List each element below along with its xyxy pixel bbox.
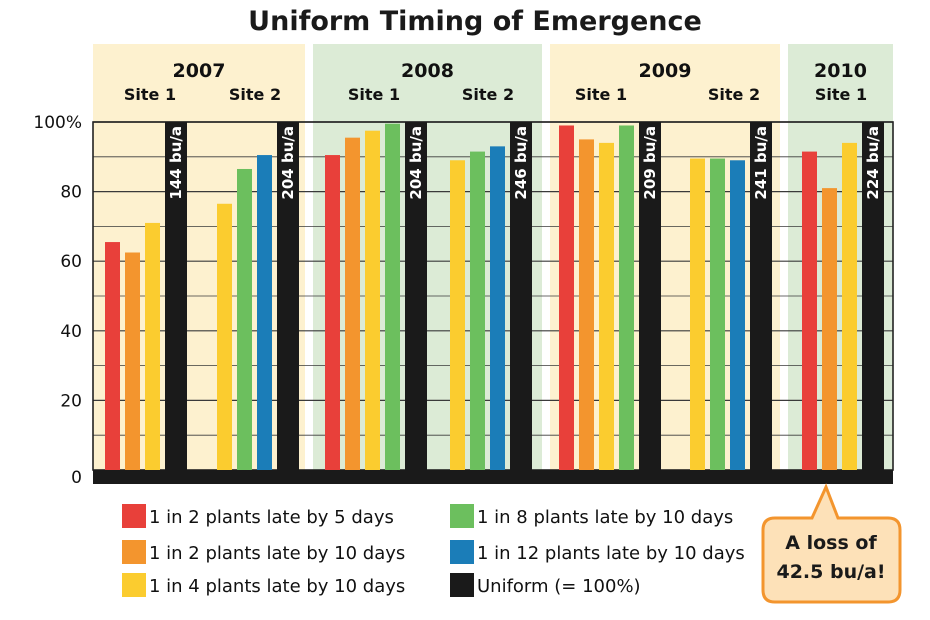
site-label: Site 1 bbox=[348, 85, 400, 104]
uniform-yield-label: 241 bu/a bbox=[752, 126, 770, 200]
legend-swatch bbox=[122, 540, 146, 564]
site-label: Site 1 bbox=[575, 85, 627, 104]
year-label: 2010 bbox=[814, 60, 867, 82]
bar-2009-site2-series2 bbox=[690, 158, 705, 471]
site-label: Site 1 bbox=[124, 85, 176, 104]
uniform-yield-label: 224 bu/a bbox=[864, 126, 882, 200]
bar-2008-site1-series0 bbox=[325, 155, 340, 470]
year-label: 2007 bbox=[173, 60, 226, 82]
callout-text: A loss of bbox=[785, 532, 877, 554]
bar-2007-site2-series4 bbox=[257, 155, 272, 470]
site-label: Site 1 bbox=[815, 85, 867, 104]
legend-label: 1 in 2 plants late by 10 days bbox=[149, 543, 405, 564]
uniform-yield-label: 144 bu/a bbox=[167, 126, 185, 200]
bar-2007-site1-series1 bbox=[125, 252, 140, 470]
bar-2007-site2-series5 bbox=[277, 122, 299, 470]
legend-swatch bbox=[122, 573, 146, 597]
bar-2008-site2-series5 bbox=[510, 122, 532, 470]
bar-2008-site2-series3 bbox=[470, 151, 485, 470]
legend-swatch bbox=[450, 504, 474, 528]
bar-2009-site1-series5 bbox=[639, 122, 661, 470]
bar-2009-site2-series3 bbox=[710, 158, 725, 471]
bar-2008-site1-series2 bbox=[365, 130, 380, 470]
y-tick-label: 80 bbox=[60, 183, 82, 203]
y-tick-label: 40 bbox=[60, 322, 82, 342]
site-label: Site 2 bbox=[229, 85, 281, 104]
bar-2007-site1-series5 bbox=[165, 122, 187, 470]
legend-swatch bbox=[450, 540, 474, 564]
uniform-yield-label: 204 bu/a bbox=[279, 126, 297, 200]
bar-2010-site1-series5 bbox=[862, 122, 884, 470]
site-label: Site 2 bbox=[462, 85, 514, 104]
year-label: 2008 bbox=[401, 60, 454, 82]
legend-label: 1 in 4 plants late by 10 days bbox=[149, 576, 405, 597]
bar-2007-site2-series3 bbox=[237, 168, 252, 471]
bar-2009-site2-series4 bbox=[730, 160, 745, 470]
bar-2007-site1-series2 bbox=[145, 222, 160, 470]
uniform-yield-label: 246 bu/a bbox=[512, 126, 530, 200]
legend-swatch bbox=[450, 573, 474, 597]
bar-2009-site1-series3 bbox=[619, 125, 634, 470]
bar-2009-site1-series0 bbox=[559, 125, 574, 470]
bar-2009-site1-series2 bbox=[599, 142, 614, 470]
year-band-2007 bbox=[93, 44, 305, 484]
y-tick-label: 20 bbox=[60, 391, 82, 411]
bar-2010-site1-series2 bbox=[842, 142, 857, 470]
bar-2010-site1-series1 bbox=[822, 188, 837, 470]
bar-2008-site1-series3 bbox=[385, 123, 400, 471]
bar-2007-site1-series0 bbox=[105, 242, 120, 470]
bar-2010-site1-series0 bbox=[802, 151, 817, 470]
legend-label: 1 in 2 plants late by 5 days bbox=[149, 507, 394, 528]
x-axis-bar bbox=[93, 470, 893, 484]
chart-title: Uniform Timing of Emergence bbox=[248, 6, 702, 37]
bar-2008-site2-series2 bbox=[450, 160, 465, 470]
site-label: Site 2 bbox=[708, 85, 760, 104]
uniform-yield-label: 204 bu/a bbox=[407, 126, 425, 200]
bar-2009-site2-series5 bbox=[750, 122, 772, 470]
legend-swatch bbox=[122, 504, 146, 528]
legend-label: 1 in 12 plants late by 10 days bbox=[477, 543, 745, 564]
callout-text: 42.5 bu/a! bbox=[776, 561, 885, 583]
y-tick-label: 100% bbox=[33, 113, 82, 133]
legend-label: 1 in 8 plants late by 10 days bbox=[477, 507, 733, 528]
bar-2008-site1-series5 bbox=[405, 122, 427, 470]
year-label: 2009 bbox=[639, 60, 692, 82]
callout-bubble bbox=[761, 483, 902, 604]
legend-label: Uniform (= 100%) bbox=[477, 576, 641, 597]
y-tick-label: 60 bbox=[60, 252, 82, 272]
y-tick-label: 0 bbox=[71, 468, 82, 488]
bar-2007-site2-series2 bbox=[217, 203, 232, 470]
bar-2008-site1-series1 bbox=[345, 137, 360, 470]
uniform-yield-label: 209 bu/a bbox=[641, 126, 659, 200]
bar-2009-site1-series1 bbox=[579, 139, 594, 470]
bar-2008-site2-series4 bbox=[490, 146, 505, 471]
